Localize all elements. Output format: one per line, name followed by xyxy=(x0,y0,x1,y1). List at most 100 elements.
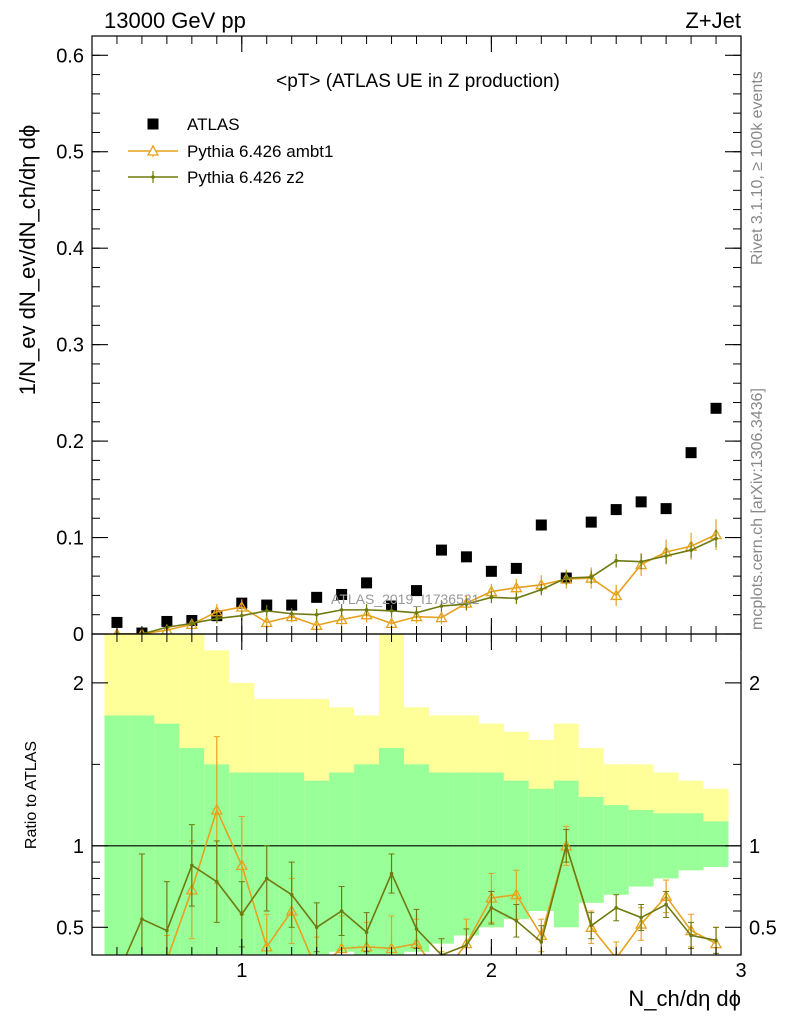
x-tick-label: 3 xyxy=(735,960,746,982)
pythia-6-426-z2-ratio-marker xyxy=(289,892,294,897)
ratio-band-green xyxy=(578,796,604,903)
pythia-6-426-z2-ratio-marker xyxy=(115,974,119,978)
pythia-6-426-z2-ratio-marker xyxy=(140,917,144,921)
pythia-6-426-ambt1-marker xyxy=(335,613,348,625)
header-left-label: 13000 GeV pp xyxy=(104,8,246,33)
legend-label: Pythia 6.426 ambt1 xyxy=(187,142,333,161)
atlas-data-point xyxy=(660,503,672,515)
pythia-6-426-ambt1-marker xyxy=(510,581,523,593)
mcplots-source-label: mcplots.cern.ch [arXiv:1306.3436] xyxy=(749,388,766,630)
ratio-band-green xyxy=(428,772,454,944)
pythia-6-426-z2-ratio-marker xyxy=(239,912,244,917)
atlas-data-point xyxy=(460,551,472,563)
x-tick-label: 1 xyxy=(236,960,247,982)
pythia-6-426-z2-marker xyxy=(289,611,294,616)
pythia-6-426-z2-marker xyxy=(514,596,519,601)
atlas-data-point xyxy=(685,447,697,459)
pythia-6-426-z2-ratio-marker xyxy=(664,902,668,907)
pythia-6-426-z2-marker xyxy=(714,536,718,541)
pythia-6-426-z2-marker xyxy=(614,558,618,563)
pythia-6-426-ambt1-marker xyxy=(360,608,373,620)
atlas-data-point xyxy=(535,519,547,531)
rivet-version-label: Rivet 3.1.10, ≥ 100k events xyxy=(749,71,766,265)
atlas-data-point xyxy=(585,516,597,528)
pythia-6-426-z2-marker xyxy=(589,575,594,579)
x-tick-label: 2 xyxy=(486,960,497,982)
main-y-tick-label: 0.2 xyxy=(56,431,84,453)
chart-title: <pT> (ATLAS UE in Z production) xyxy=(276,71,560,92)
pythia-6-426-z2-ratio-marker xyxy=(165,928,169,933)
atlas-data-point xyxy=(361,577,373,589)
pythia-6-426-z2-marker xyxy=(190,621,194,626)
ratio-y-tick-label: 2 xyxy=(73,673,84,695)
pythia-6-426-z2-ratio-marker xyxy=(564,844,569,848)
ratio-band-green xyxy=(453,772,479,936)
legend-label: ATLAS xyxy=(187,115,240,134)
atlas-data-point xyxy=(710,402,722,414)
x-axis-label: N_ch/dη dϕ xyxy=(628,986,741,1011)
main-y-tick-label: 0.3 xyxy=(56,335,84,357)
pythia-6-426-z2-marker xyxy=(689,548,693,552)
atlas-data-point xyxy=(111,616,123,628)
ratio-band-green xyxy=(104,715,130,955)
pythia-6-426-z2-marker xyxy=(639,559,643,564)
legend-label: Pythia 6.426 z2 xyxy=(187,168,304,187)
pythia-6-426-z2-ratio-marker xyxy=(589,923,594,928)
ratio-y-tick-label: 0.5 xyxy=(56,917,84,939)
legend-pythia-6-426-z2-marker xyxy=(151,175,155,179)
pythia-6-426-ambt1-marker xyxy=(435,611,448,623)
ratio-y-axis-label: Ratio to ATLAS xyxy=(23,741,40,849)
analysis-watermark: ATLAS_2019_I1736531 xyxy=(331,591,480,607)
pythia-6-426-ambt1-ratio-marker xyxy=(312,965,322,974)
pythia-6-426-z2-marker xyxy=(264,609,269,613)
atlas-data-point xyxy=(161,615,173,627)
atlas-data-point xyxy=(311,591,323,603)
main-y-tick-label: 0.5 xyxy=(56,142,84,164)
pythia-6-426-ambt1-ratio-marker xyxy=(235,859,248,871)
pythia-6-426-z2-marker xyxy=(389,609,394,613)
pythia-6-426-z2-ratio-marker xyxy=(464,943,469,948)
atlas-data-point xyxy=(411,585,422,597)
header-right-label: Z+Jet xyxy=(685,8,741,33)
pythia-6-426-ambt1-marker xyxy=(285,610,298,622)
pythia-6-426-z2-marker xyxy=(489,595,494,600)
ratio-band-green xyxy=(528,788,554,912)
pythia-6-426-ambt1-ratio-marker xyxy=(510,888,523,900)
pythia-6-426-z2-ratio-marker xyxy=(190,863,194,868)
pythia-6-426-z2-marker xyxy=(239,613,244,618)
main-y-tick-label: 0.1 xyxy=(56,528,84,550)
pythia-6-426-z2-marker xyxy=(364,608,369,612)
pythia-6-426-z2-ratio-marker xyxy=(714,938,718,943)
pythia-6-426-z2-ratio-marker xyxy=(314,925,319,930)
pythia-6-426-z2-ratio-marker xyxy=(689,933,693,938)
pythia-6-426-z2-marker xyxy=(314,612,319,617)
pythia-6-426-z2-marker xyxy=(564,576,569,580)
ratio-y-tick-label-right: 1 xyxy=(749,836,760,858)
pythia-6-426-z2-ratio-marker xyxy=(539,940,544,944)
legend-atlas-marker xyxy=(147,118,159,130)
pythia-6-426-ambt1-ratio-marker xyxy=(166,953,168,955)
main-y-tick-label: 0.6 xyxy=(56,45,84,67)
atlas-data-point xyxy=(435,544,447,556)
pythia-6-426-ambt1-ratio-marker xyxy=(436,971,446,980)
ratio-y-tick-label-right: 0.5 xyxy=(749,917,777,939)
pythia-6-426-z2-ratio-marker xyxy=(389,871,394,876)
ratio-band-green xyxy=(603,805,629,895)
ratio-y-tick-label-right: 2 xyxy=(749,673,760,695)
atlas-data-point xyxy=(635,496,647,508)
pythia-6-426-z2-marker xyxy=(664,554,668,558)
main-y-tick-label: 0 xyxy=(73,624,84,646)
pythia-6-426-ambt1-ratio-marker xyxy=(210,803,223,815)
pythia-6-426-z2-ratio-marker xyxy=(514,918,519,923)
pythia-6-426-z2-ratio-marker xyxy=(215,879,219,884)
pythia-6-426-ambt1-marker xyxy=(610,589,623,601)
legend-pythia-6-426-ambt1-marker xyxy=(146,144,160,156)
pythia-6-426-ambt1-marker xyxy=(161,623,173,634)
pythia-6-426-z2-ratio-marker xyxy=(489,905,494,910)
atlas-data-point xyxy=(286,599,298,611)
main-y-axis-label: 1/N_ev dN_ev/dN_ch/dη dϕ xyxy=(15,125,40,395)
atlas-data-point xyxy=(610,504,622,516)
ratio-band-green xyxy=(678,813,704,871)
ratio-band-green xyxy=(628,809,654,887)
pythia-6-426-z2-marker xyxy=(439,604,444,608)
